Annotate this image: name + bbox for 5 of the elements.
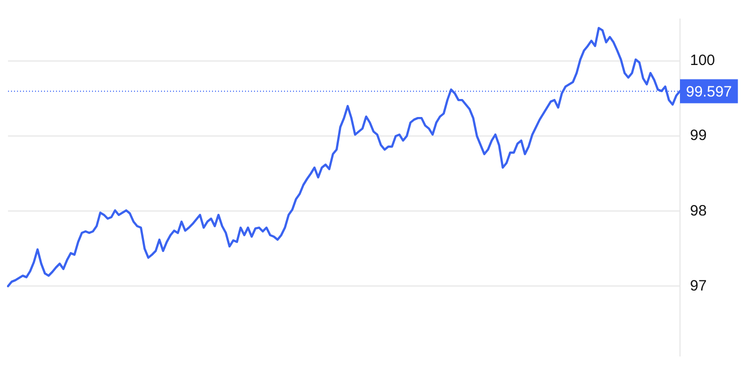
y-tick-label: 99 (690, 127, 707, 144)
y-tick-label: 100 (690, 52, 716, 70)
y-tick-label: 98 (690, 202, 707, 220)
ref-line-label: 99.597 (686, 83, 732, 100)
y-tick-label: 97 (690, 277, 707, 294)
